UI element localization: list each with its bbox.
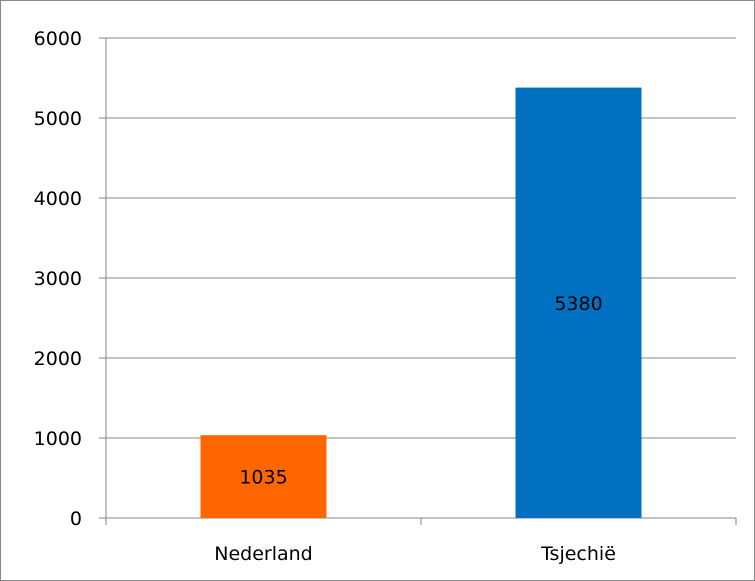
- data-label: 1035: [239, 467, 287, 489]
- y-tick-label: 1000: [34, 428, 82, 450]
- y-tick-label: 2000: [34, 348, 82, 370]
- y-tick-label: 5000: [34, 108, 82, 130]
- y-tick-label: 0: [70, 508, 82, 530]
- y-tick-label: 4000: [34, 188, 82, 210]
- labels: 0 1000 2000 3000 4000 5000 6000 1035 Nederland 53…: [34, 28, 616, 565]
- y-tick-label: 6000: [34, 28, 82, 50]
- bars: [200, 87, 642, 518]
- y-tick-label: 3000: [34, 268, 82, 290]
- x-category-label: Tsjechië: [540, 543, 616, 565]
- x-category-label: Nederland: [214, 543, 313, 565]
- bar-tsjechië: [515, 87, 642, 518]
- data-label: 5380: [554, 293, 602, 315]
- bar-nederland: [200, 435, 327, 518]
